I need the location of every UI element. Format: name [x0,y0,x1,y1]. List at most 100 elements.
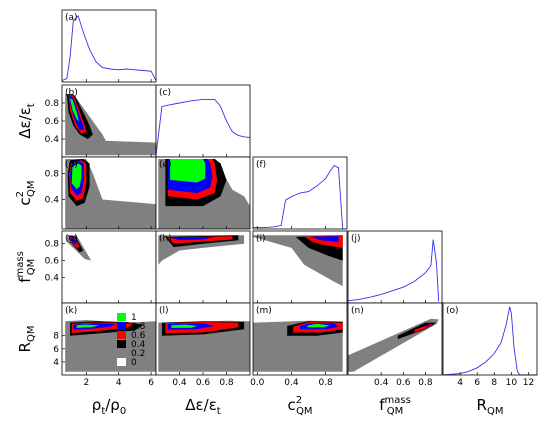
x-tick-label: 0.0 [250,378,265,388]
x-tick-label: 4 [116,378,122,388]
y-tick-label: 8 [53,332,59,342]
density-regions [65,159,156,229]
y-tick-label: 0.4 [45,274,60,284]
density-regions [66,235,92,261]
density-regions [348,318,439,372]
density-regions [65,94,156,156]
density-regions [158,159,250,229]
histogram-line [347,239,440,302]
y-axis-label: Δε/εt [16,103,37,139]
legend-label: 0.2 [131,349,145,359]
legend-label: 1 [131,313,137,323]
panel-label: (c) [159,88,171,98]
panel-frame [347,302,443,376]
axis-labels: ρt/ρ0 Δε/εt c2 QM fmass QM RQM Δε/εt c2QM fmassQM… [15,103,503,417]
density-regions [158,320,250,372]
density-level-1 [171,324,198,328]
panel-d: 0.4 0.8 (d) [45,156,157,230]
panel-frame [442,302,538,376]
x-tick-label: 0.6 [196,378,211,388]
density-regions [158,235,245,265]
y-tick-label: 0.8 [45,240,60,250]
panel-k: 4 6 8 2 4 6 (k) [53,302,157,388]
panel-j: (j) [347,230,443,304]
legend-swatch [117,322,126,330]
x-tick-label: 0.8 [318,378,333,388]
density-level-1 [76,324,100,328]
legend-label: 0.8 [131,322,146,332]
x-tick-label: 6 [474,378,480,388]
panel-frame [252,302,348,376]
x-axis-label: fmass QM [379,395,411,417]
y-tick-label: 6 [53,345,59,355]
histogram-line [61,14,157,82]
panel-bg [348,231,442,303]
panel-label: (n) [351,306,364,316]
legend-swatch [117,331,126,339]
x-tick-label: 0.8 [219,378,234,388]
panel-label: (b) [65,88,78,98]
density-level-1 [170,159,206,183]
legend-swatch [117,340,126,348]
histogram-line [253,165,344,230]
density-level-0.2 [65,94,156,156]
density-level-1 [306,323,330,328]
panel-label: (i) [256,234,266,244]
panel-i: (i) [252,230,348,304]
panel-label: (m) [256,306,272,316]
x-tick-label: 0.8 [418,378,433,388]
panel-label: (k) [65,306,77,316]
legend-label: 0 [131,358,137,368]
x-tick-label: 4 [457,378,463,388]
panel-frame [252,156,348,230]
x-tick-label: 12 [523,378,534,388]
legend-swatch [117,313,126,321]
y-tick-label: 0.8 [45,99,60,109]
density-level-1 [70,98,79,121]
panel-a: (a) [61,9,157,83]
density-level-0.8 [425,325,434,328]
y-tick-label: 4 [53,358,59,368]
x-axis-label: ρt/ρ0 [92,396,126,417]
x-tick-label: 2 [83,378,89,388]
panel-label: (a) [65,13,78,23]
density-level-0.8 [310,236,339,242]
x-tick-label: 0.4 [284,378,299,388]
density-level-1 [71,163,82,190]
y-tick-label: 0.6 [45,257,60,267]
x-axis-label: RQM [477,396,504,417]
x-tick-label: 6 [148,378,154,388]
panel-g: 0.4 0.6 0.8 (g) [45,230,157,304]
panels: (a)0.40.60.8(b) (c)0.40.8(d) (e) (f)0.40.60… [45,9,538,388]
y-axis-label: RQM [16,326,37,353]
x-tick-label: 0.4 [172,378,187,388]
legend-label: 0.4 [131,340,146,350]
panel-label: (j) [351,234,361,244]
panel-label: (o) [446,306,459,316]
panel-label: (g) [65,234,78,244]
x-tick-label: 10 [506,378,518,388]
x-axis-label: Δε/εt [185,396,221,417]
legend-label: 0.6 [131,331,146,341]
legend: 10.80.60.40.20 [117,313,146,368]
panel-bg [443,303,537,375]
panel-l: 0.4 0.6 0.8 (l) [155,302,251,388]
panel-bg [156,85,250,157]
x-tick-label: 8 [491,378,497,388]
x-tick-label: 0.6 [396,378,411,388]
y-tick-label: 0.4 [45,135,60,145]
y-tick-label: 0.8 [45,169,60,179]
density-regions [253,320,343,372]
density-regions [253,235,343,287]
panel-b: 0.4 0.6 0.8 (b) [45,84,157,158]
panel-label: (f) [256,160,266,170]
panel-m: 0.0 0.4 0.8 (m) [250,302,348,388]
legend-swatch [117,349,126,357]
legend-swatch [117,358,126,366]
panel-c: (c) [155,84,251,158]
x-axis-label: c2 QM [287,395,312,417]
y-axis-label: c2QM [15,180,37,205]
y-tick-label: 0.6 [45,117,60,127]
panel-o: 4 6 8 10 12 (o) [442,302,538,388]
